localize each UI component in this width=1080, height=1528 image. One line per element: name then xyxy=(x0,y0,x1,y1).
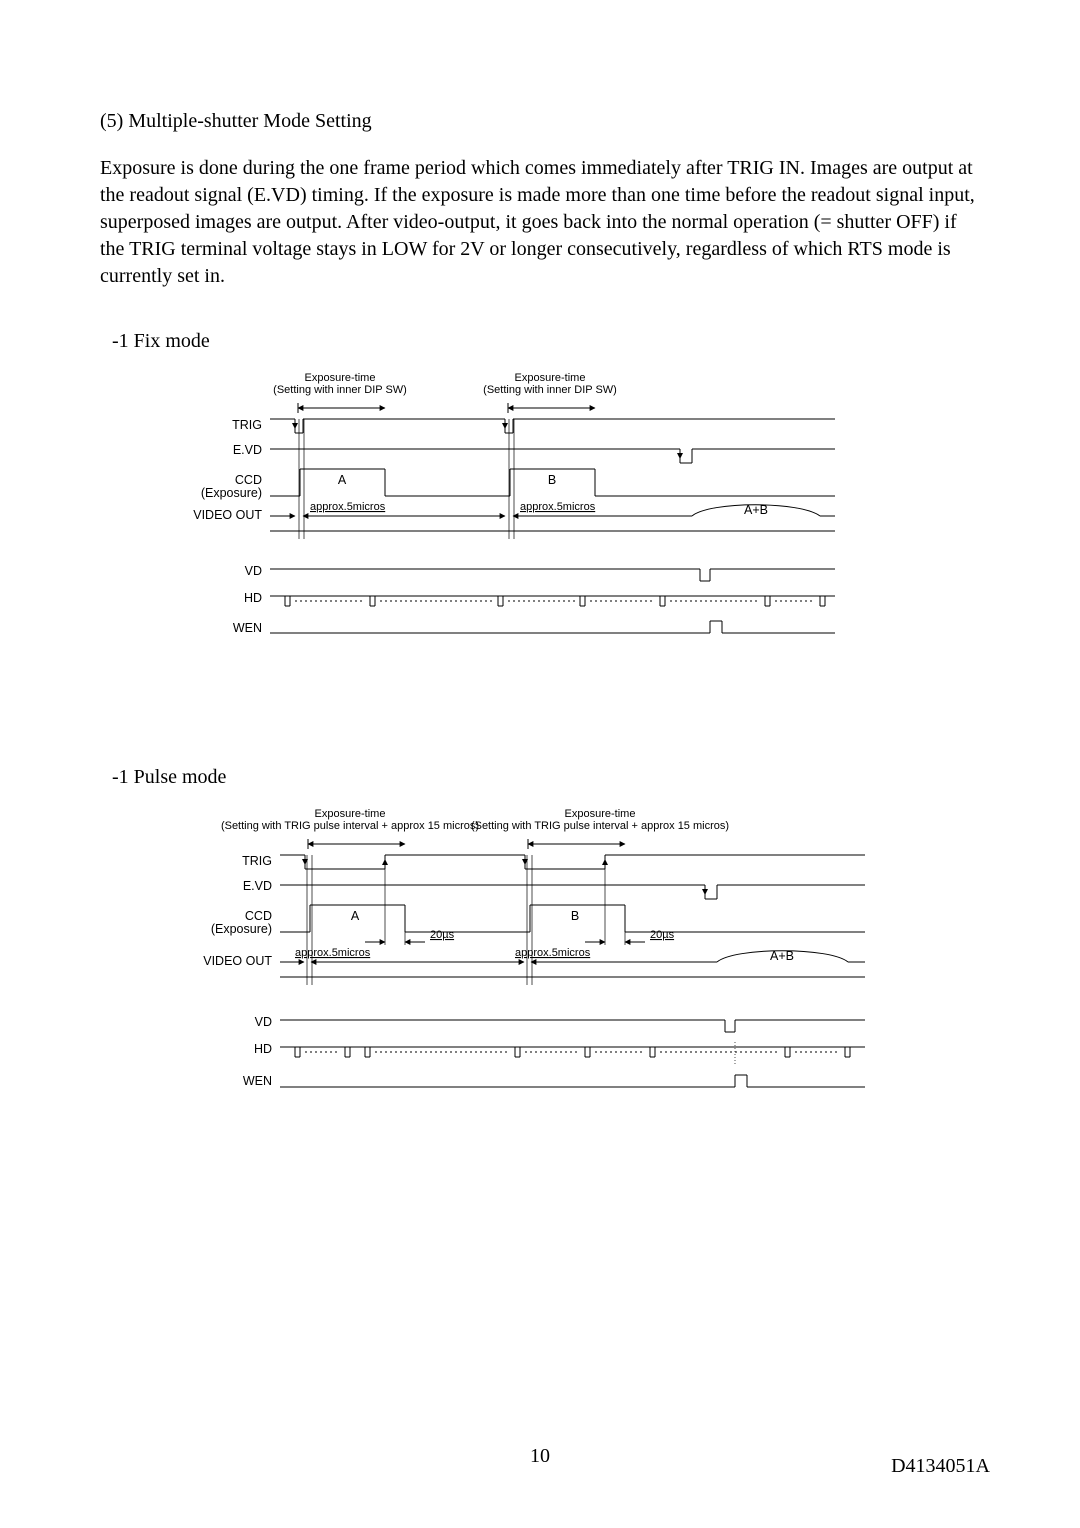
svg-text:VIDEO OUT: VIDEO OUT xyxy=(193,508,262,522)
svg-text:approx.5micros: approx.5micros xyxy=(295,947,371,959)
svg-text:(Setting with TRIG pulse inter: (Setting with TRIG pulse interval + appr… xyxy=(221,820,479,832)
fix-mode-title: -1 Fix mode xyxy=(112,330,980,353)
svg-text:(Setting with inner DIP SW): (Setting with inner DIP SW) xyxy=(273,384,407,396)
svg-text:B: B xyxy=(548,473,556,487)
svg-text:Exposure-time: Exposure-time xyxy=(315,808,386,820)
svg-text:VIDEO OUT: VIDEO OUT xyxy=(203,954,272,968)
svg-text:A+B: A+B xyxy=(744,503,768,517)
svg-text:WEN: WEN xyxy=(233,621,262,635)
svg-text:A: A xyxy=(351,909,360,923)
svg-text:approx.5micros: approx.5micros xyxy=(520,501,596,513)
svg-text:TRIG: TRIG xyxy=(242,854,272,868)
svg-text:VD: VD xyxy=(255,1015,272,1029)
svg-text:HD: HD xyxy=(244,591,262,605)
svg-text:E.VD: E.VD xyxy=(233,443,262,457)
svg-text:(Exposure): (Exposure) xyxy=(201,486,262,500)
section-title: (5) Multiple-shutter Mode Setting xyxy=(100,110,980,133)
svg-text:(Exposure): (Exposure) xyxy=(211,922,272,936)
svg-text:A: A xyxy=(338,473,347,487)
svg-text:CCD: CCD xyxy=(245,909,272,923)
pulse-mode-diagram: Exposure-time (Setting with TRIG pulse i… xyxy=(180,807,980,1112)
svg-text:E.VD: E.VD xyxy=(243,879,272,893)
svg-text:approx.5micros: approx.5micros xyxy=(310,501,386,513)
svg-text:A+B: A+B xyxy=(770,949,794,963)
svg-text:TRIG: TRIG xyxy=(232,418,262,432)
svg-text:(Setting with TRIG pulse inter: (Setting with TRIG pulse interval + appr… xyxy=(471,820,729,832)
body-paragraph: Exposure is done during the one frame pe… xyxy=(100,155,980,290)
svg-text:approx.5micros: approx.5micros xyxy=(515,947,591,959)
svg-text:VD: VD xyxy=(245,564,262,578)
fix-mode-diagram: Exposure-time (Setting with inner DIP SW… xyxy=(180,371,980,656)
svg-text:CCD: CCD xyxy=(235,473,262,487)
doc-code: D4134051A xyxy=(891,1455,990,1478)
svg-text:Exposure-time: Exposure-time xyxy=(515,372,586,384)
svg-text:(Setting with inner DIP SW): (Setting with inner DIP SW) xyxy=(483,384,617,396)
svg-text:Exposure-time: Exposure-time xyxy=(565,808,636,820)
svg-text:Exposure-time: Exposure-time xyxy=(305,372,376,384)
svg-text:HD: HD xyxy=(254,1042,272,1056)
svg-text:20µs: 20µs xyxy=(650,929,675,941)
pulse-mode-title: -1 Pulse mode xyxy=(112,766,980,789)
svg-text:WEN: WEN xyxy=(243,1074,272,1088)
svg-text:20µs: 20µs xyxy=(430,929,455,941)
svg-text:B: B xyxy=(571,909,579,923)
